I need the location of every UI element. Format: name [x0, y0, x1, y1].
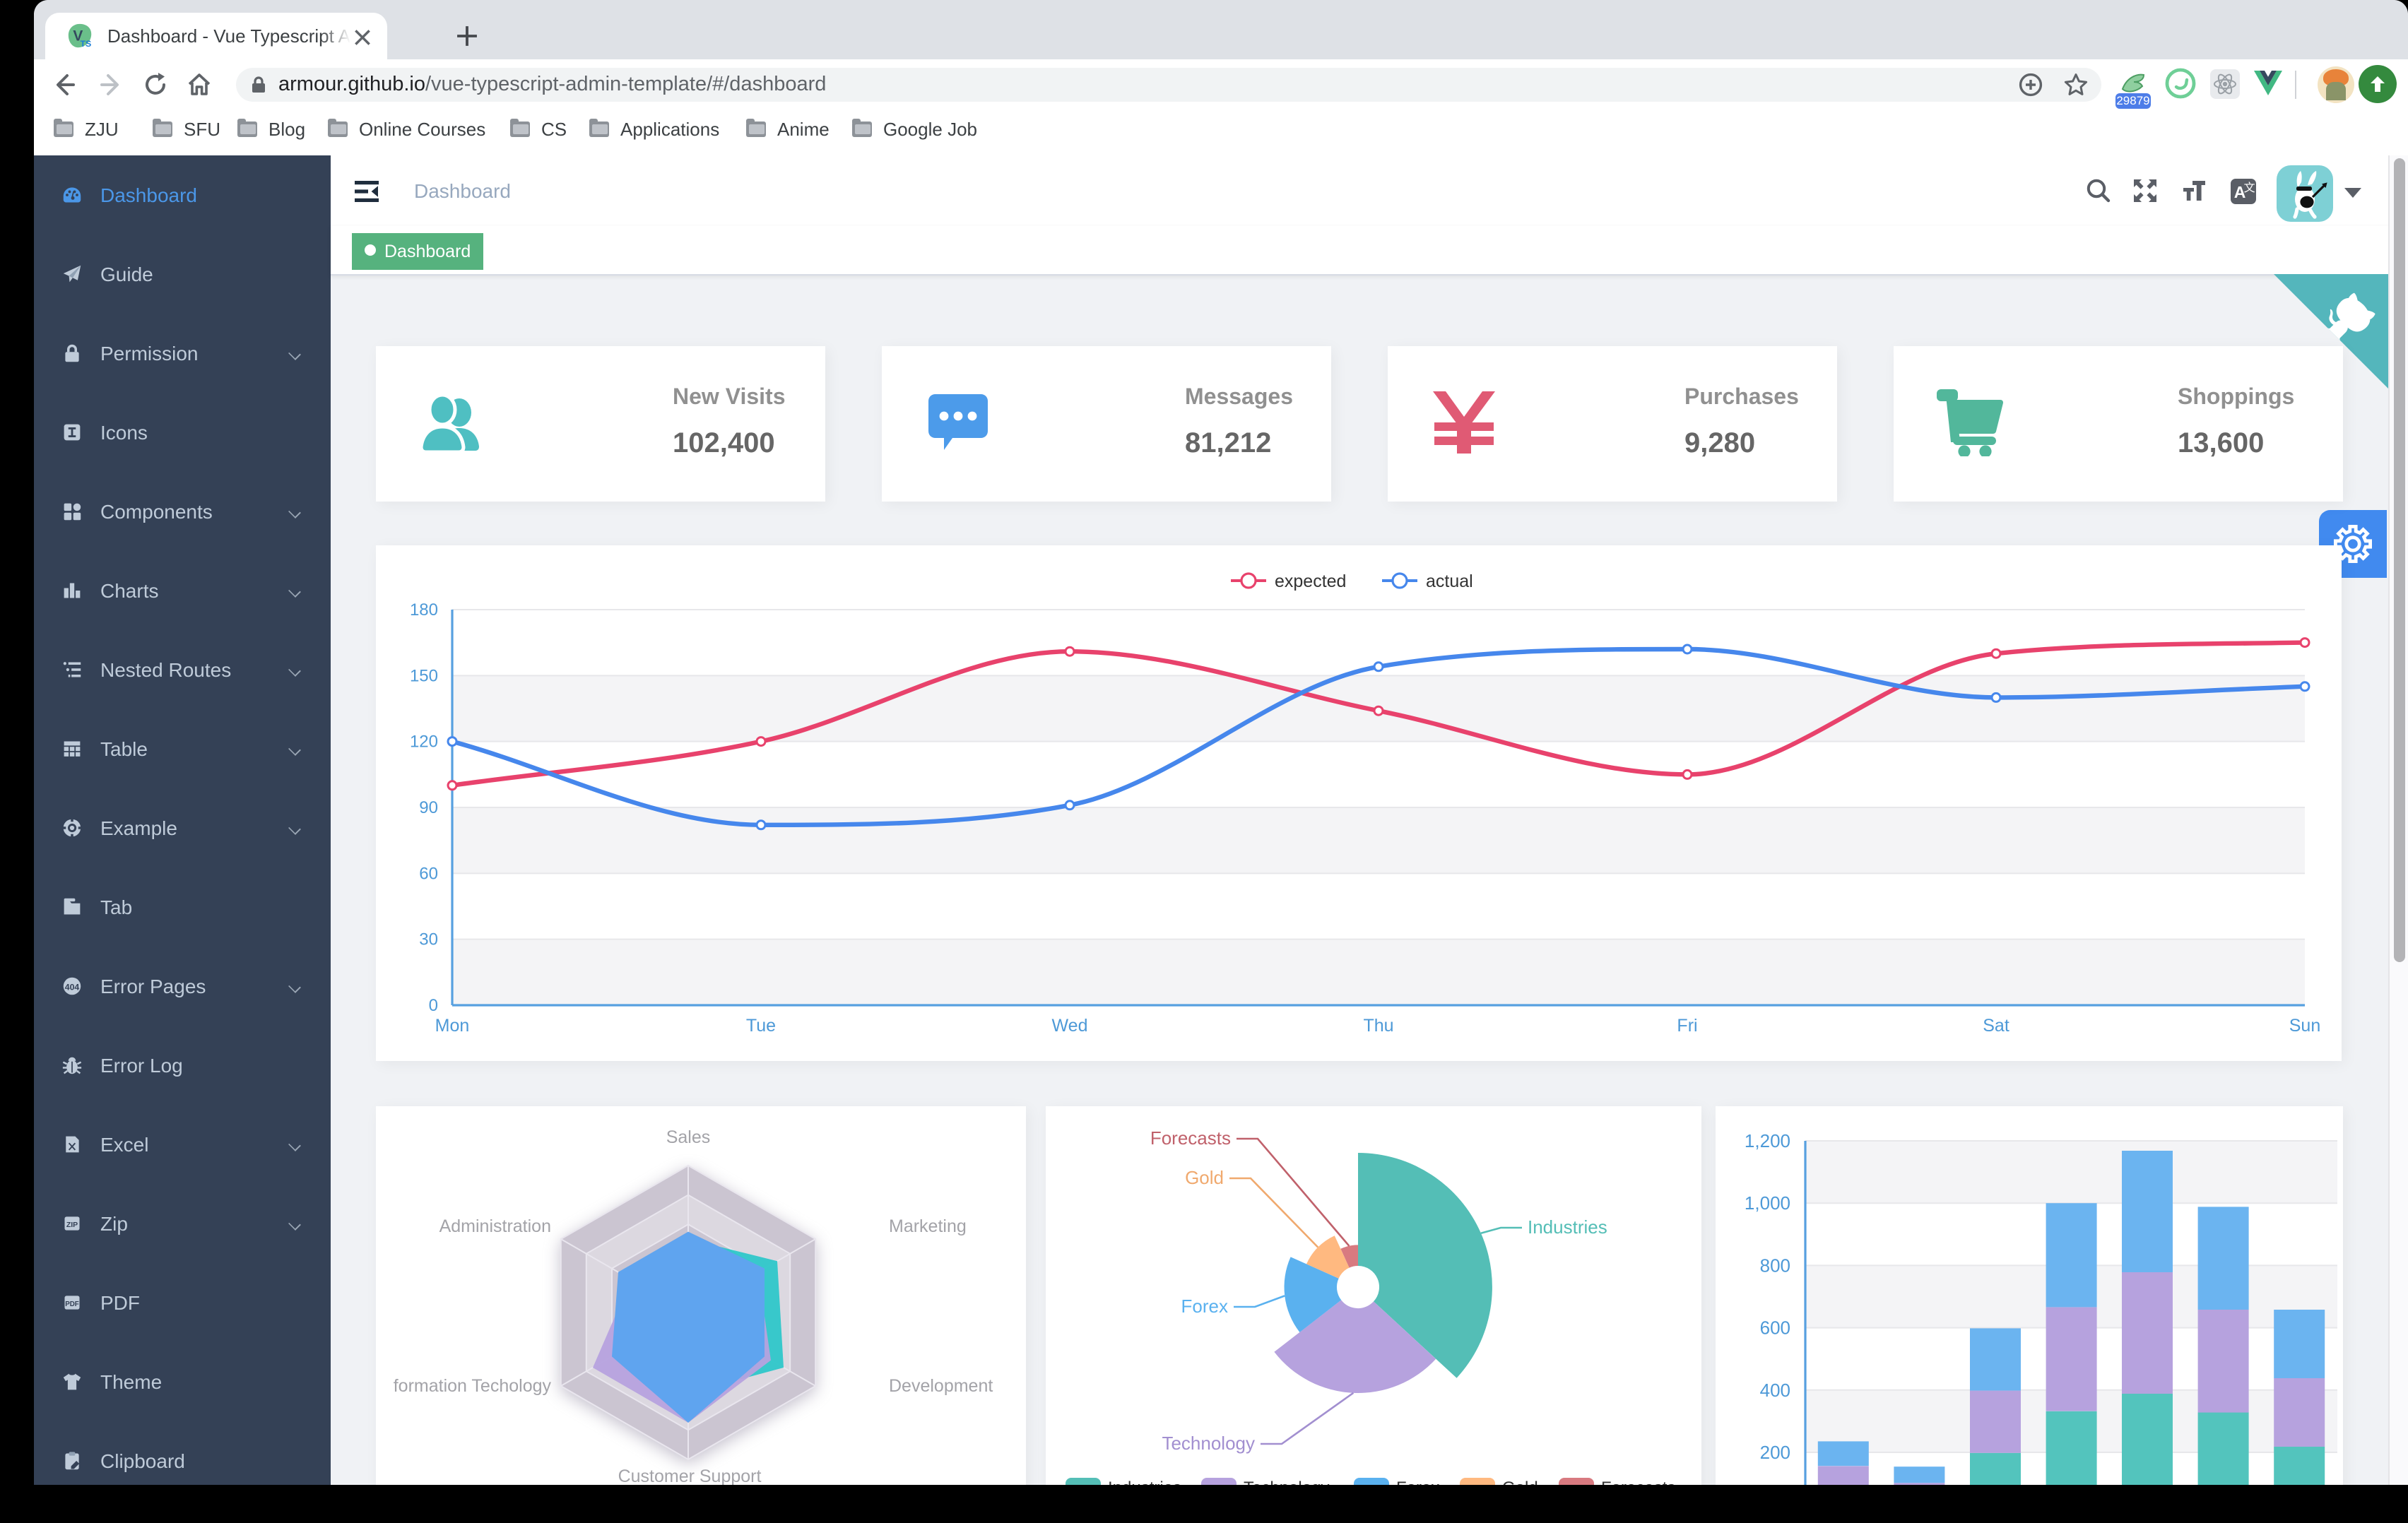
svg-text:Marketing: Marketing [889, 1216, 967, 1236]
svg-text:600: 600 [1760, 1317, 1790, 1339]
svg-text:60: 60 [419, 864, 438, 883]
svg-text:Sat: Sat [1983, 1016, 2009, 1036]
svg-text:actual: actual [1426, 571, 1473, 591]
svg-text:Technology: Technology [1244, 1478, 1329, 1485]
svg-text:30: 30 [419, 930, 438, 949]
svg-text:150: 150 [410, 666, 438, 685]
svg-text:Forecasts: Forecasts [1150, 1127, 1231, 1149]
svg-text:Technology: Technology [1162, 1433, 1255, 1454]
svg-text:120: 120 [410, 733, 438, 752]
svg-text:TS: TS [80, 38, 91, 48]
svg-text:Forex: Forex [1181, 1296, 1228, 1317]
svg-text:1,000: 1,000 [1745, 1192, 1790, 1214]
svg-text:ZIP: ZIP [66, 1221, 78, 1229]
svg-text:400: 400 [1760, 1380, 1790, 1401]
svg-text:expected: expected [1275, 571, 1346, 591]
svg-text:文: 文 [2244, 182, 2255, 194]
svg-text:200: 200 [1760, 1442, 1790, 1463]
svg-text:404: 404 [65, 982, 80, 992]
svg-text:Wed: Wed [1052, 1016, 1088, 1036]
svg-text:Sales: Sales [666, 1127, 711, 1147]
svg-text:Customer Support: Customer Support [618, 1466, 762, 1485]
svg-text:Forex: Forex [1396, 1478, 1439, 1485]
svg-text:1,200: 1,200 [1745, 1130, 1790, 1151]
svg-text:Mon: Mon [435, 1016, 470, 1036]
svg-text:Fri: Fri [1677, 1016, 1697, 1036]
svg-text:Forecasts: Forecasts [1601, 1478, 1675, 1485]
svg-text:Sun: Sun [2289, 1016, 2320, 1036]
svg-text:180: 180 [410, 600, 438, 620]
svg-text:Industries: Industries [1528, 1216, 1607, 1238]
svg-text:800: 800 [1760, 1255, 1790, 1276]
svg-text:A: A [2234, 183, 2246, 201]
svg-text:PDF: PDF [65, 1300, 79, 1308]
svg-text:Gold: Gold [1502, 1478, 1538, 1485]
svg-text:Industries: Industries [1108, 1478, 1181, 1485]
svg-text:Gold: Gold [1185, 1167, 1224, 1188]
svg-text:0: 0 [429, 996, 438, 1015]
svg-text:Administration: Administration [439, 1216, 551, 1236]
svg-text:90: 90 [419, 798, 438, 817]
svg-text:Thu: Thu [1363, 1016, 1393, 1036]
svg-text:Development: Development [889, 1376, 993, 1396]
svg-text:V: V [73, 27, 83, 43]
svg-text:Tue: Tue [746, 1016, 776, 1036]
svg-text:formation Techology: formation Techology [394, 1376, 552, 1396]
